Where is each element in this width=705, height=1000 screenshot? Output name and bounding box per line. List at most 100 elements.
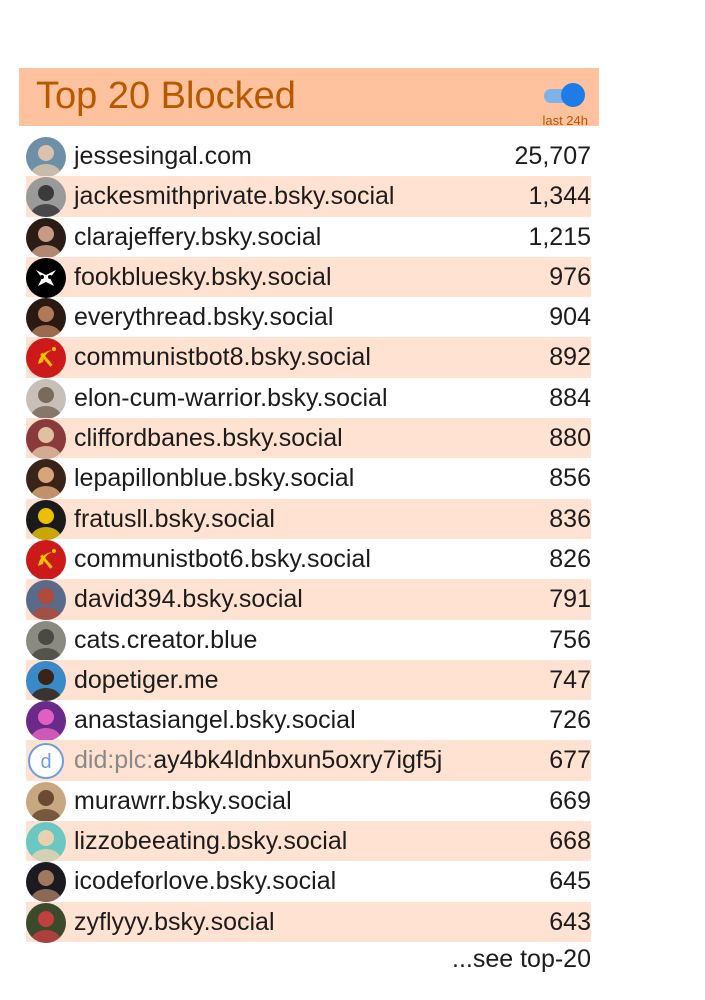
list-item[interactable]: lepapillonblue.bsky.social 856 [26, 458, 591, 500]
list-item[interactable]: communistbot6.bsky.social 826 [26, 539, 591, 580]
account-handle[interactable]: dopetiger.me [74, 660, 219, 700]
block-count: 976 [549, 262, 591, 291]
account-handle[interactable]: clarajeffery.bsky.social [74, 217, 321, 257]
list-item[interactable]: d did:plc:ay4bk4ldnbxun5oxry7igf5j 677 [26, 740, 591, 781]
list-item[interactable]: cliffordbanes.bsky.social 880 [26, 418, 591, 460]
handle-text: icodeforlove.bsky.social [74, 867, 337, 896]
block-count: 25,707 [514, 142, 591, 170]
block-count: 826 [549, 544, 591, 573]
see-top-20-link[interactable]: ...see top-20 [452, 945, 591, 973]
list-item[interactable]: jackesmithprivate.bsky.social 1,344 [26, 176, 591, 218]
block-count: 836 [549, 504, 591, 533]
handle-text: jackesmithprivate.bsky.social [74, 182, 395, 211]
photo-avatar [26, 459, 66, 500]
photo-avatar [26, 660, 66, 701]
panel-header: Top 20 Blocked last 24h [19, 68, 599, 128]
account-handle[interactable]: lizzobeeating.bsky.social [74, 821, 347, 861]
list-item[interactable]: cats.creator.blue 756 [26, 620, 591, 661]
top-blocked-panel: Top 20 Blocked last 24h [19, 68, 599, 128]
handle-text: communistbot6.bsky.social [74, 544, 371, 573]
handle-text: zyflyyy.bsky.social [74, 907, 275, 936]
photo-avatar [26, 499, 66, 540]
block-count: 668 [549, 827, 591, 856]
handle-text: lepapillonblue.bsky.social [74, 464, 355, 493]
account-handle[interactable]: lepapillonblue.bsky.social [74, 458, 354, 498]
account-handle[interactable]: did:plc:ay4bk4ldnbxun5oxry7igf5j [74, 740, 442, 780]
blocked-accounts-list: jessesingal.com 25,707 jackesmithprivate.b… [26, 136, 591, 943]
account-handle[interactable]: anastasiangel.bsky.social [74, 700, 356, 740]
hammer-sickle-avatar [26, 338, 66, 379]
block-count: 904 [549, 303, 591, 332]
account-handle[interactable]: david394.bsky.social [74, 579, 303, 619]
photo-avatar [26, 620, 66, 661]
block-count: 892 [549, 343, 591, 372]
photo-avatar [26, 217, 66, 258]
account-handle[interactable]: jackesmithprivate.bsky.social [74, 176, 394, 216]
last-24h-toggle[interactable] [541, 83, 585, 107]
account-handle[interactable]: cats.creator.blue [74, 620, 257, 660]
handle-text: david394.bsky.social [74, 585, 303, 614]
block-count: 791 [549, 585, 591, 614]
photo-avatar [26, 378, 66, 419]
list-item[interactable]: everythread.bsky.social 904 [26, 297, 591, 339]
block-count: 1,344 [528, 182, 591, 211]
photo-avatar [26, 580, 66, 621]
block-count: 1,215 [528, 222, 591, 251]
list-item[interactable]: elon-cum-warrior.bsky.social 884 [26, 378, 591, 419]
account-handle[interactable]: cliffordbanes.bsky.social [74, 418, 343, 458]
handle-text: fratusll.bsky.social [74, 504, 275, 533]
block-count: 669 [549, 786, 591, 815]
handle-text: anastasiangel.bsky.social [74, 706, 356, 735]
skull-avatar [26, 257, 66, 298]
list-item[interactable]: zyflyyy.bsky.social 643 [26, 901, 591, 943]
photo-avatar [26, 298, 66, 339]
handle-text: dopetiger.me [74, 665, 219, 694]
photo-avatar [26, 701, 66, 742]
photo-avatar [26, 822, 66, 863]
account-handle[interactable]: murawrr.bsky.social [74, 781, 292, 821]
list-item[interactable]: murawrr.bsky.social 669 [26, 781, 591, 822]
handle-text: jessesingal.com [74, 142, 252, 170]
list-item[interactable]: fookbluesky.bsky.social 976 [26, 256, 591, 298]
list-item[interactable]: david394.bsky.social 791 [26, 579, 591, 621]
account-handle[interactable]: icodeforlove.bsky.social [74, 861, 336, 901]
photo-avatar [26, 177, 66, 218]
list-item[interactable]: dopetiger.me 747 [26, 659, 591, 701]
block-count: 880 [549, 424, 591, 453]
block-count: 643 [549, 907, 591, 936]
list-item[interactable]: communistbot8.bsky.social 892 [26, 337, 591, 379]
handle-text: cats.creator.blue [74, 625, 258, 654]
handle-text: everythread.bsky.social [74, 303, 334, 332]
handle-text: communistbot8.bsky.social [74, 343, 371, 372]
account-handle[interactable]: fookbluesky.bsky.social [74, 257, 332, 297]
handle-text: cliffordbanes.bsky.social [74, 424, 343, 453]
account-handle[interactable]: communistbot8.bsky.social [74, 337, 371, 377]
svg-text:d: d [40, 751, 51, 773]
photo-avatar [26, 781, 66, 822]
handle-text: ay4bk4ldnbxun5oxry7igf5j [153, 746, 443, 775]
handle-text: lizzobeeating.bsky.social [74, 827, 348, 856]
list-item[interactable]: fratusll.bsky.social 836 [26, 498, 591, 540]
block-count: 756 [549, 625, 591, 654]
block-count: 747 [549, 665, 591, 694]
toggle-knob [561, 83, 585, 107]
hammer-sickle-avatar [26, 539, 66, 580]
did-letter-avatar: d [26, 741, 66, 781]
list-item[interactable]: icodeforlove.bsky.social 645 [26, 861, 591, 903]
photo-avatar [26, 862, 66, 903]
list-item[interactable]: jessesingal.com 25,707 [26, 136, 591, 177]
photo-avatar [26, 137, 66, 177]
account-handle[interactable]: elon-cum-warrior.bsky.social [74, 378, 388, 418]
did-prefix: did:plc: [74, 746, 154, 775]
list-item[interactable]: anastasiangel.bsky.social 726 [26, 700, 591, 742]
toggle-label: last 24h [542, 113, 588, 128]
account-handle[interactable]: zyflyyy.bsky.social [74, 902, 275, 942]
account-handle[interactable]: fratusll.bsky.social [74, 499, 275, 539]
account-handle[interactable]: everythread.bsky.social [74, 297, 333, 337]
handle-text: fookbluesky.bsky.social [74, 262, 332, 291]
panel-title: Top 20 Blocked [36, 75, 296, 117]
account-handle[interactable]: jessesingal.com [74, 136, 252, 176]
account-handle[interactable]: communistbot6.bsky.social [74, 539, 371, 579]
list-item[interactable]: clarajeffery.bsky.social 1,215 [26, 217, 591, 258]
list-item[interactable]: lizzobeeating.bsky.social 668 [26, 821, 591, 863]
